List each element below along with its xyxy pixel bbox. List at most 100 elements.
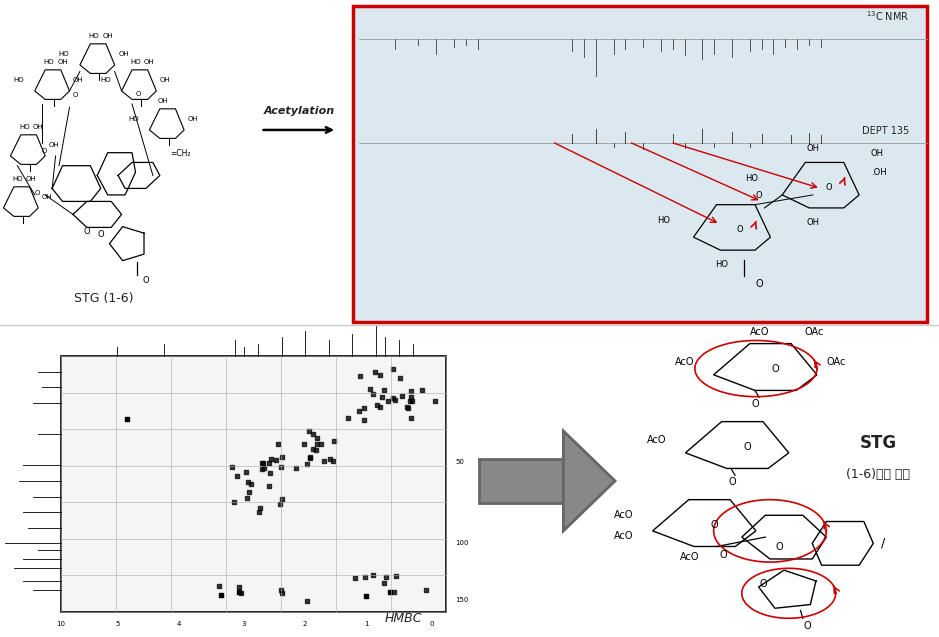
Text: HMBC: HMBC (385, 612, 423, 624)
Text: 1: 1 (364, 622, 368, 627)
Point (288, 463, 303, 473)
Point (403, 396, 418, 406)
Text: OAc: OAc (826, 357, 846, 368)
Point (326, 436, 341, 447)
Point (427, 396, 442, 406)
Text: O: O (41, 148, 47, 154)
Point (272, 499, 287, 509)
Text: HO: HO (657, 217, 670, 225)
Text: $^{13}$C NMR: $^{13}$C NMR (866, 9, 909, 23)
Text: O: O (804, 622, 811, 631)
Text: 5: 5 (115, 622, 119, 627)
Point (305, 429, 320, 440)
Text: 0: 0 (430, 622, 434, 627)
Point (274, 585, 289, 596)
Point (239, 467, 254, 477)
Text: DEPT 135: DEPT 135 (862, 127, 909, 136)
Point (352, 406, 367, 416)
FancyBboxPatch shape (353, 6, 927, 322)
Point (262, 468, 277, 478)
Point (399, 402, 414, 412)
Text: HO: HO (12, 176, 23, 182)
Text: AcO: AcO (680, 552, 699, 562)
Point (239, 492, 254, 503)
Point (231, 582, 246, 592)
Point (273, 462, 288, 472)
Point (253, 503, 268, 513)
Text: HO: HO (59, 52, 69, 57)
Point (269, 455, 284, 465)
Point (403, 386, 418, 396)
Text: O: O (35, 190, 40, 196)
Text: OH: OH (188, 117, 198, 122)
Text: OH: OH (144, 59, 155, 65)
Point (387, 396, 402, 406)
Point (243, 479, 258, 489)
Text: =CH₂: =CH₂ (170, 149, 191, 158)
Text: /: / (881, 536, 885, 550)
Text: AcO: AcO (750, 327, 770, 338)
Text: (1-6)결합 확인: (1-6)결합 확인 (846, 468, 910, 481)
Point (385, 392, 400, 403)
Text: 100: 100 (455, 540, 469, 547)
Point (261, 481, 276, 491)
Point (401, 403, 416, 413)
Point (357, 415, 372, 425)
Point (385, 364, 400, 375)
Text: HO: HO (131, 59, 141, 65)
Point (372, 369, 387, 380)
Text: HO: HO (14, 78, 24, 83)
Point (357, 572, 372, 582)
Text: AcO: AcO (647, 435, 667, 445)
Text: O: O (772, 364, 779, 375)
Point (418, 585, 433, 595)
Text: .OH: .OH (871, 168, 886, 176)
Text: O: O (143, 276, 149, 285)
Point (263, 454, 278, 464)
Point (302, 453, 317, 463)
Polygon shape (563, 431, 615, 531)
Text: HO: HO (716, 260, 728, 269)
Point (325, 455, 340, 466)
Point (415, 385, 430, 396)
Text: O: O (728, 477, 736, 487)
Text: O: O (135, 91, 141, 97)
Point (309, 433, 324, 443)
Point (394, 390, 409, 401)
Text: OH: OH (33, 124, 43, 130)
Point (229, 471, 244, 481)
Text: O: O (711, 520, 718, 531)
Point (367, 367, 382, 377)
Point (300, 596, 315, 606)
Text: HO: HO (88, 33, 100, 39)
Text: HO: HO (100, 78, 111, 83)
Point (262, 458, 277, 468)
Point (254, 464, 269, 474)
Point (256, 463, 271, 473)
Text: OH: OH (73, 78, 84, 83)
Point (405, 396, 420, 406)
Point (119, 413, 134, 424)
Point (377, 385, 392, 395)
Point (365, 389, 380, 399)
Point (378, 572, 393, 582)
Point (274, 494, 289, 505)
Text: OH: OH (41, 194, 53, 201)
Point (271, 439, 286, 449)
Text: 50: 50 (455, 459, 464, 465)
Point (341, 413, 356, 424)
FancyBboxPatch shape (61, 356, 446, 612)
Point (404, 392, 419, 402)
FancyBboxPatch shape (479, 459, 563, 503)
Point (393, 373, 408, 383)
Text: O: O (756, 280, 763, 289)
Point (352, 371, 367, 381)
Text: 150: 150 (455, 596, 469, 603)
Text: Acetylation: Acetylation (263, 106, 334, 116)
Text: 2: 2 (303, 622, 307, 627)
Point (275, 452, 290, 462)
Text: AcO: AcO (614, 510, 634, 520)
Point (213, 590, 228, 600)
Text: OH: OH (160, 78, 171, 83)
Text: O: O (756, 191, 762, 200)
